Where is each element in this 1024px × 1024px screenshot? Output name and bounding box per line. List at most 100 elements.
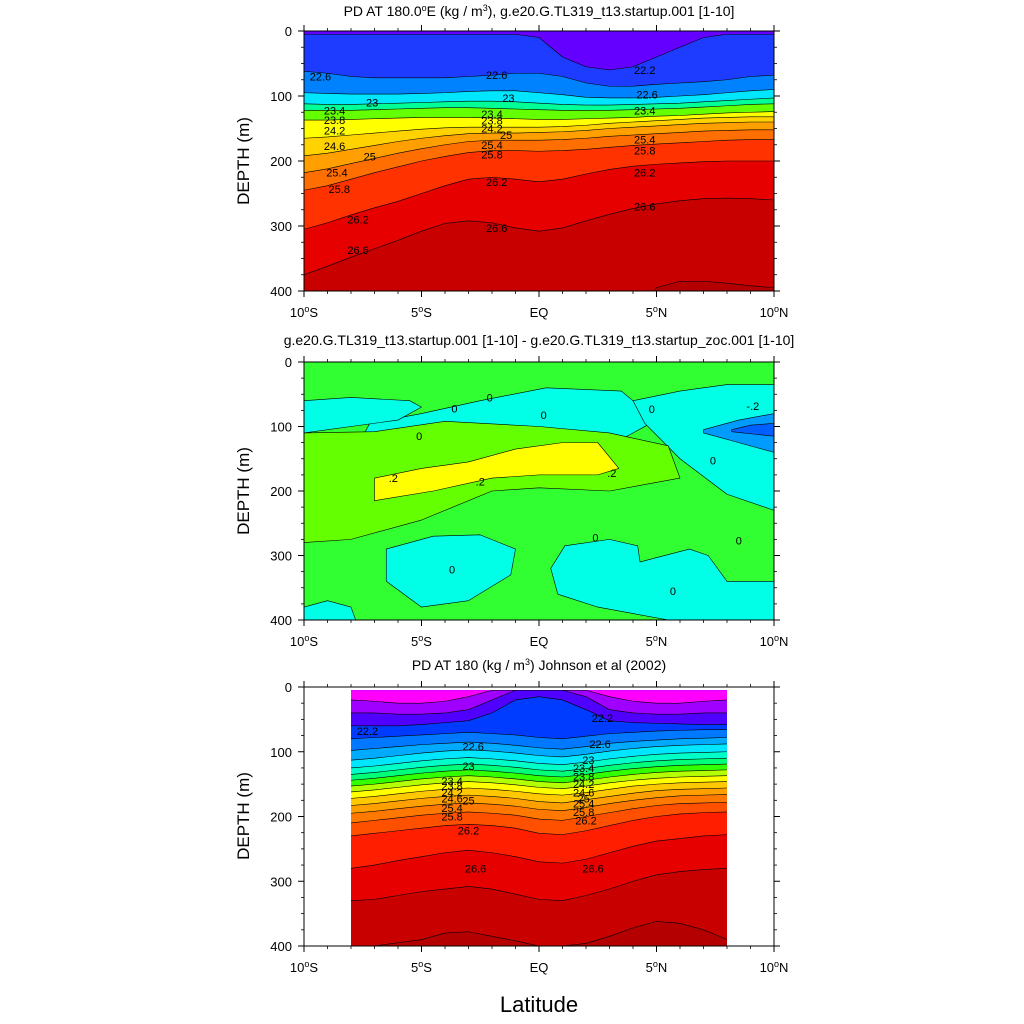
panel-1-x-ticks: 10oS 5oS EQ 5oN 10oN <box>290 25 789 320</box>
contour-label: 26.2 <box>347 215 368 227</box>
contour-line <box>350 757 728 775</box>
contour-label: 24.2 <box>324 125 345 137</box>
contour-label: 22.2 <box>634 65 655 77</box>
panel-2-x-ticks: 10oS 5oS EQ 5oN 10oN <box>290 356 789 649</box>
panel-1-contour-labels: 22.6 22.6 22.223 23 22.623.4 23.4 23.423.8 23.8… <box>310 65 658 257</box>
contour-line <box>350 834 728 869</box>
contour-line <box>350 811 728 837</box>
contour-label: 0 <box>449 565 455 577</box>
contour-label: 23.8 <box>481 116 502 128</box>
panel-1-y-ticks: 0 100 200 300 400 <box>270 24 780 299</box>
x-tick-label: 5oS <box>411 633 432 649</box>
panel-2-title: g.e20.G.TL319_t13.startup.001 [1-10] - g… <box>284 332 795 348</box>
y-tick-label: 200 <box>270 484 292 499</box>
panel-1-ylabel: DEPTH (m) <box>234 117 253 205</box>
panel-3-x-ticks: 10oS 5oS EQ 5oN 10oN <box>290 681 788 975</box>
anomaly-region <box>304 600 356 620</box>
contour-label: .2 <box>607 468 616 480</box>
y-tick-label: 400 <box>270 613 292 628</box>
y-tick-label: 300 <box>270 549 292 564</box>
contour-label: 22.6 <box>310 72 331 84</box>
y-tick-label: 100 <box>270 420 292 435</box>
panel-2-y-ticks: 0 100 200 300 400 <box>270 355 780 628</box>
contour-line <box>350 801 728 824</box>
contour-label: 22.2 <box>357 726 378 738</box>
contour-label: 25.4 <box>441 803 462 815</box>
y-tick-label: 400 <box>270 284 292 299</box>
contour-label: 25 <box>500 130 512 142</box>
contour-label: 25.8 <box>634 146 655 158</box>
x-tick-label: 5oS <box>411 959 432 975</box>
contour-label: 23.8 <box>324 115 345 127</box>
anomaly-region <box>703 413 774 453</box>
y-tick-label: 400 <box>270 939 292 954</box>
y-tick-label: 300 <box>270 219 292 234</box>
contour-label: 25.8 <box>329 184 350 196</box>
contour-line <box>350 689 728 704</box>
contour-line <box>304 71 774 87</box>
x-tick-label: EQ <box>530 305 549 320</box>
contour-line <box>304 129 774 173</box>
contour-label: 0 <box>541 410 547 422</box>
y-tick-label: 100 <box>270 745 292 760</box>
contour-label: 25.4 <box>634 135 655 147</box>
contour-label: 22.2 <box>592 713 613 725</box>
contour-label: 25.8 <box>441 812 462 824</box>
contour-label: 23.4 <box>481 109 502 121</box>
contour-label: 26.2 <box>634 168 655 180</box>
contour-label: 0 <box>736 536 742 548</box>
panel-2-ylabel: DEPTH (m) <box>234 447 253 535</box>
contour-line <box>304 139 774 191</box>
fill-band <box>304 31 774 70</box>
contour-label: 22.6 <box>636 90 657 102</box>
anomaly-region <box>731 422 774 437</box>
contour-label: 26.2 <box>575 815 596 827</box>
contour-label: 25 <box>462 795 474 807</box>
contour-label: 26.2 <box>486 177 507 189</box>
contour-label: 25.4 <box>481 140 502 152</box>
contour-label: 24.2 <box>441 788 462 800</box>
contour-label: 24.2 <box>481 124 502 136</box>
contour-label: 24.6 <box>573 788 594 800</box>
contour-label: 23 <box>366 98 378 110</box>
contour-label: 26.6 <box>347 245 368 257</box>
x-axis-title: Latitude <box>500 992 578 1017</box>
x-tick-label: 10oS <box>290 304 318 320</box>
contour-label: 26.6 <box>634 202 655 214</box>
contour-label: -.2 <box>746 401 759 413</box>
contour-label: 26.2 <box>458 826 479 838</box>
panel-1-contour-lines <box>304 33 774 291</box>
contour-line <box>304 121 774 157</box>
contour-label: 23.4 <box>634 105 655 117</box>
contour-label: 25.8 <box>573 807 594 819</box>
x-tick-label: 5oS <box>411 304 432 320</box>
contour-line <box>350 763 728 781</box>
x-tick-label: EQ <box>530 634 549 649</box>
x-tick-label: 5oN <box>646 304 668 320</box>
y-tick-label: 200 <box>270 154 292 169</box>
contour-line <box>304 97 774 106</box>
contour-label: .2 <box>389 473 398 485</box>
contour-label: 22.6 <box>589 739 610 751</box>
contour-line <box>350 729 727 740</box>
contour-line <box>350 737 728 751</box>
x-tick-label: 10oN <box>760 633 789 649</box>
y-tick-label: 100 <box>270 89 292 104</box>
contour-line <box>304 103 774 111</box>
contour-label: 24.2 <box>573 779 594 791</box>
anomaly-region <box>632 384 774 511</box>
y-tick-label: 0 <box>285 355 292 370</box>
contour-label: 23.8 <box>441 781 462 793</box>
contour-line <box>304 89 774 99</box>
contour-label: 0 <box>649 404 655 416</box>
panel-2-contour-labels: 0 0 0 0 -.2 0 0 .2 .2 .2 0 0 0 0 <box>389 392 760 597</box>
contour-label: 23 <box>582 755 594 767</box>
panel-3-fills <box>351 690 727 946</box>
x-tick-label: 10oS <box>290 959 318 975</box>
contour-line <box>304 116 774 139</box>
contour-label: 0 <box>710 456 716 468</box>
panel-3-contour-lines <box>350 689 728 946</box>
contour-label: 0 <box>487 392 493 404</box>
x-tick-label: 10oN <box>760 304 789 320</box>
